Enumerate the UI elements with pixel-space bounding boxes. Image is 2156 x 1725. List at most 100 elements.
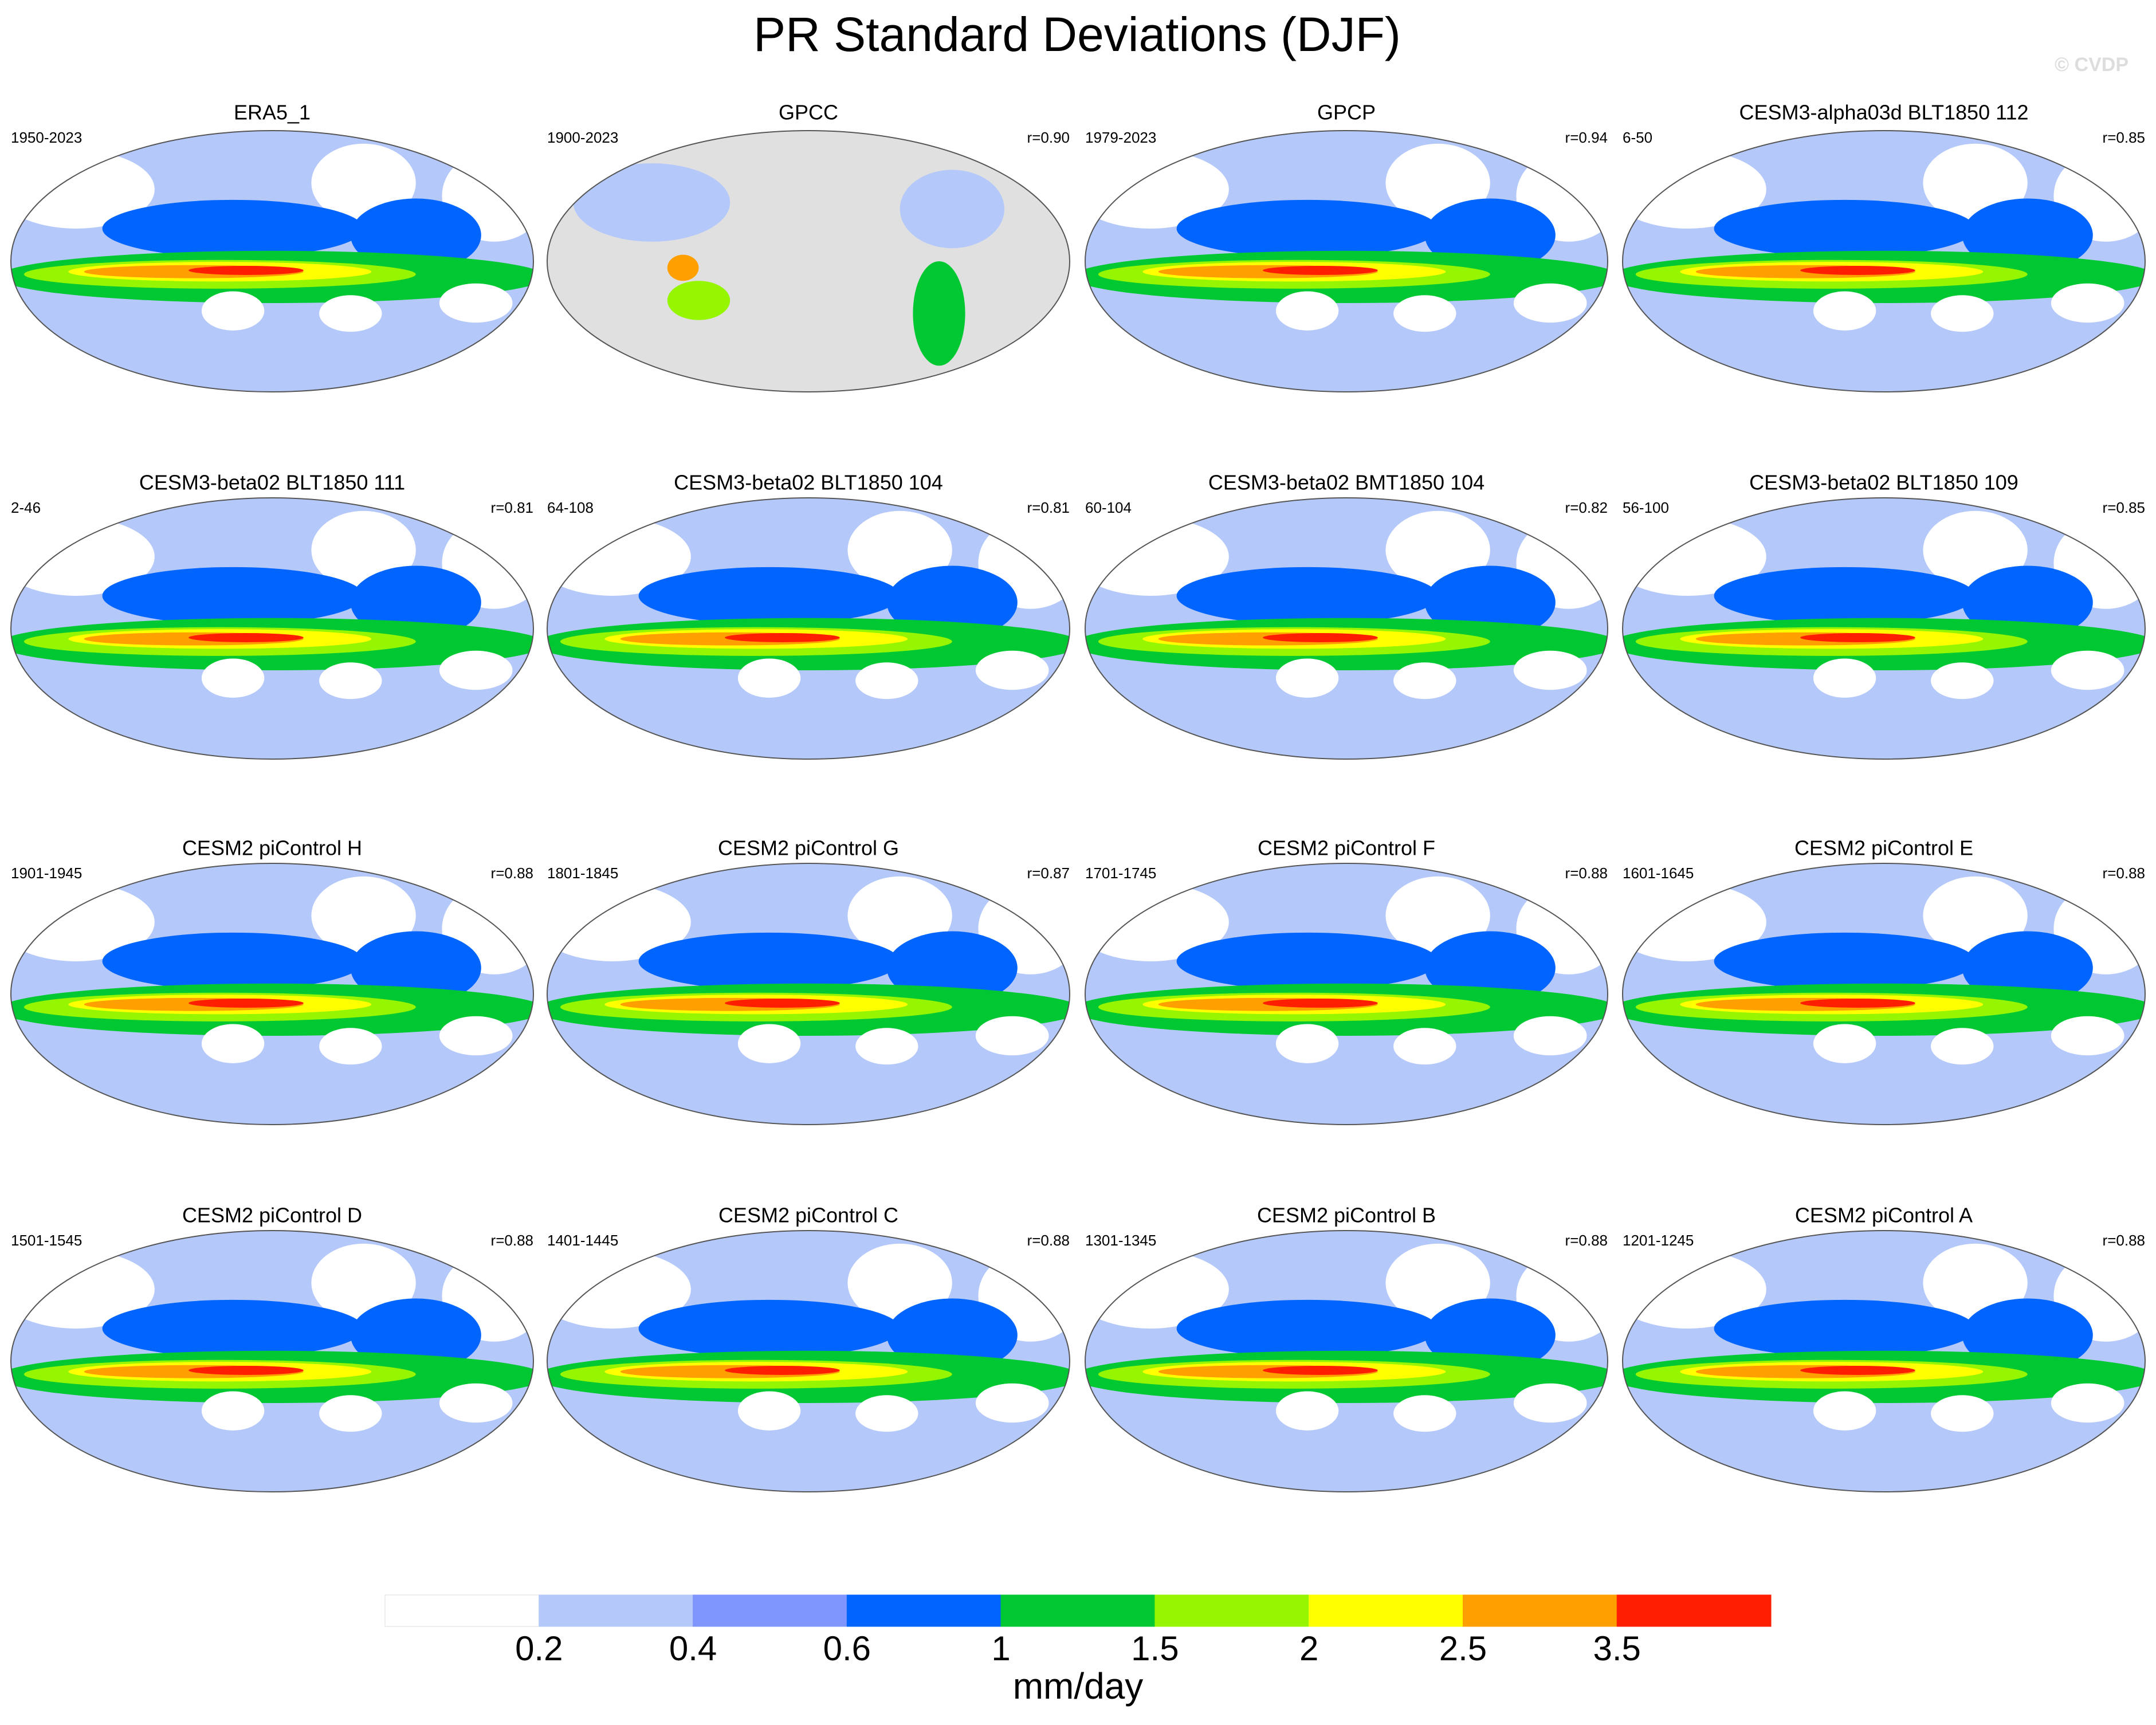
field — [1393, 662, 1456, 700]
field — [975, 650, 1049, 690]
field — [1931, 662, 1994, 700]
panel-title: CESM2 piControl F — [1258, 836, 1435, 860]
field — [1623, 700, 2145, 759]
panel-period: 1900-2023 — [547, 129, 618, 146]
colorbar-tick-label: 2 — [1299, 1629, 1318, 1668]
field — [1393, 1028, 1456, 1065]
panel-correlation: r=0.88 — [1565, 1232, 1608, 1249]
panel-correlation: r=0.94 — [1565, 129, 1608, 146]
map-outline — [10, 863, 534, 1125]
field — [439, 1383, 513, 1423]
field — [1714, 567, 1976, 625]
field — [638, 932, 900, 991]
map — [1623, 863, 2145, 1125]
field — [11, 700, 533, 759]
map-panel: CESM3-beta02 BMT1850 104 60-104 r=0.82 — [1085, 471, 1608, 760]
map-panel: CESM2 piControl C 1401-1445 r=0.88 — [547, 1204, 1070, 1492]
map-outline — [1622, 497, 2146, 760]
field — [1813, 658, 1876, 698]
field — [1513, 1383, 1587, 1423]
panel-period: 1601-1645 — [1623, 865, 1694, 882]
map — [1623, 1231, 2145, 1492]
panel-title: CESM3-beta02 BLT1850 104 — [674, 471, 943, 494]
panel-title: CESM2 piControl D — [182, 1204, 362, 1227]
field — [1513, 283, 1587, 323]
map — [11, 1231, 533, 1492]
panel-period: 1979-2023 — [1085, 129, 1156, 146]
field — [201, 658, 265, 698]
land-field — [900, 170, 1005, 249]
field — [1813, 291, 1876, 331]
field — [737, 1024, 801, 1063]
field — [1800, 1365, 1915, 1375]
panel-correlation: r=0.88 — [2103, 865, 2145, 882]
field — [638, 567, 900, 625]
colorbar-tick-label: 2.5 — [1439, 1629, 1487, 1668]
field — [855, 1028, 918, 1065]
panel-correlation: r=0.81 — [1027, 499, 1070, 516]
panel-title: GPCC — [779, 101, 838, 124]
field — [1085, 1066, 1608, 1125]
panel-title: CESM2 piControl E — [1794, 836, 1973, 860]
field — [1393, 295, 1456, 332]
map — [1085, 131, 1608, 392]
panel-period: 1701-1745 — [1085, 865, 1156, 882]
map-outline — [10, 497, 534, 760]
panel-period: 56-100 — [1623, 499, 1669, 516]
field — [547, 1066, 1070, 1125]
field — [11, 333, 533, 392]
map-outline — [1622, 130, 2146, 392]
panel-period: 1501-1545 — [11, 1232, 82, 1249]
field — [2051, 1016, 2124, 1056]
map-outline — [1622, 1230, 2146, 1492]
panel-title: GPCP — [1317, 101, 1376, 124]
field — [1263, 1365, 1378, 1375]
colorbar-tick-label: 1.5 — [1131, 1629, 1179, 1668]
field — [188, 998, 304, 1008]
field — [737, 1391, 801, 1431]
colorbar-tick-label: 0.6 — [823, 1629, 871, 1668]
field — [11, 1433, 533, 1492]
colorbar-tick-label: 3.5 — [1593, 1629, 1641, 1668]
panel-period: 6-50 — [1623, 129, 1652, 146]
field — [1813, 1391, 1876, 1431]
field — [188, 265, 304, 275]
map-outline — [10, 1230, 534, 1492]
panel-correlation: r=0.81 — [491, 499, 533, 516]
map-outline — [547, 1230, 1070, 1492]
field — [1813, 1024, 1876, 1063]
field — [1176, 567, 1438, 625]
map-outline — [1085, 497, 1608, 760]
panel-period: 1901-1945 — [11, 865, 82, 882]
panel-title: CESM3-alpha03d BLT1850 112 — [1739, 101, 2028, 124]
field — [201, 1391, 265, 1431]
field — [1085, 333, 1608, 392]
panel-title: CESM3-beta02 BLT1850 109 — [1749, 471, 2018, 494]
field — [1623, 333, 2145, 392]
map-panel: CESM3-beta02 BLT1850 109 56-100 r=0.85 — [1622, 471, 2146, 760]
field — [102, 567, 364, 625]
map-panel: CESM2 piControl F 1701-1745 r=0.88 — [1085, 836, 1608, 1125]
field — [1623, 1433, 2145, 1492]
panel-period: 2-46 — [11, 499, 41, 516]
colorbar-box — [693, 1594, 847, 1627]
panel-period: 64-108 — [547, 499, 594, 516]
field — [1263, 998, 1378, 1008]
field — [1714, 1299, 1976, 1358]
map-panel: CESM2 piControl B 1301-1345 r=0.88 — [1085, 1204, 1608, 1492]
field — [1623, 1066, 2145, 1125]
field — [188, 1365, 304, 1375]
field — [319, 1028, 382, 1065]
panel-period: 1801-1845 — [547, 865, 618, 882]
field — [1393, 1395, 1456, 1432]
map — [11, 863, 533, 1125]
field — [1714, 932, 1976, 991]
panel-correlation: r=0.87 — [1027, 865, 1070, 882]
map-panel: CESM2 piControl E 1601-1645 r=0.88 — [1622, 836, 2146, 1125]
colorbar-tick-label: 1 — [991, 1629, 1010, 1668]
figure-title: PR Standard Deviations (DJF) — [753, 7, 1401, 61]
field — [1085, 700, 1608, 759]
field — [1800, 265, 1915, 275]
